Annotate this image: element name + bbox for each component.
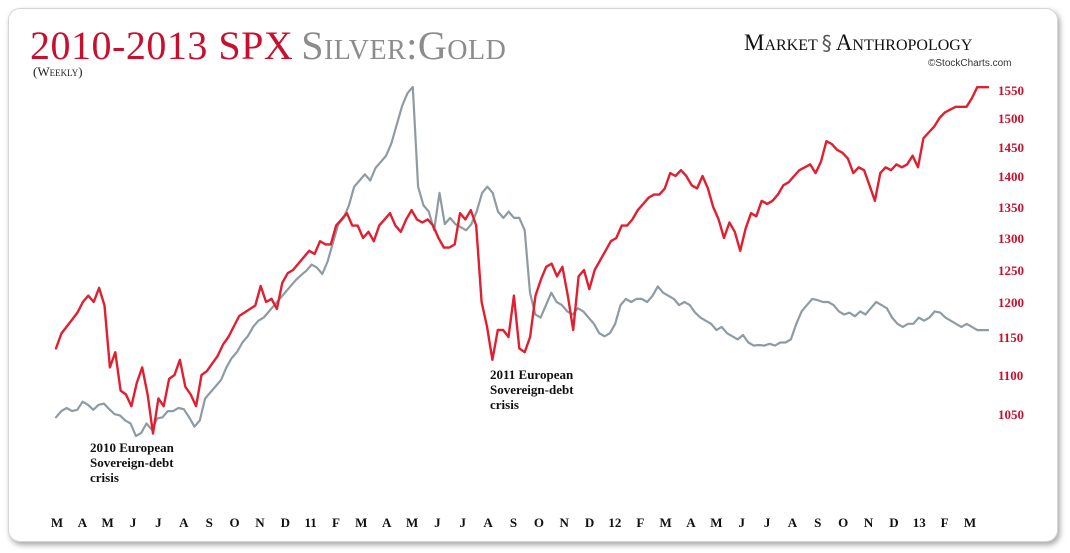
- brand-logo: Market § Anthropology: [744, 30, 972, 56]
- y-tick-label: 1450: [998, 140, 1024, 155]
- y-tick-label: 1100: [998, 368, 1023, 383]
- x-tick-label: M: [51, 515, 63, 530]
- x-tick-label: O: [838, 515, 848, 530]
- stockcharts-credit: ©StockCharts.com: [928, 58, 1012, 69]
- y-tick-label: 1550: [998, 83, 1024, 98]
- x-tick-label: F: [636, 515, 644, 530]
- annotation-text: Sovereign-debt: [90, 455, 174, 470]
- y-tick-label: 1350: [998, 200, 1024, 215]
- x-tick-label: N: [864, 515, 874, 530]
- dna-icon: §: [821, 31, 832, 55]
- x-tick-label: D: [585, 515, 594, 530]
- y-tick-label: 1400: [998, 169, 1024, 184]
- x-tick-label: J: [739, 515, 746, 530]
- spx-line: [54, 85, 990, 435]
- y-tick-label: 1050: [998, 407, 1024, 422]
- y-tick-label: 1250: [998, 263, 1024, 278]
- y-tick-label: 1200: [998, 295, 1024, 310]
- x-tick-label: O: [534, 515, 544, 530]
- brand-left: Market: [744, 30, 818, 55]
- x-tick-label: J: [434, 515, 441, 530]
- x-tick-label: A: [78, 515, 88, 530]
- x-tick-label: A: [382, 515, 392, 530]
- x-tick-label: M: [964, 515, 976, 530]
- y-tick-label: 1300: [998, 231, 1024, 246]
- annotation-text: crisis: [490, 397, 519, 412]
- x-tick-label: A: [788, 515, 798, 530]
- x-tick-label: A: [686, 515, 696, 530]
- annotation-text: 2011 European: [490, 367, 574, 382]
- x-tick-label: S: [814, 515, 821, 530]
- x-tick-label: M: [406, 515, 418, 530]
- brand-right: Anthropology: [835, 30, 973, 55]
- x-tick-label: 11: [304, 515, 316, 530]
- x-tick-label: A: [179, 515, 189, 530]
- chart-frame: [8, 8, 1058, 542]
- x-tick-label: S: [510, 515, 517, 530]
- x-tick-label: 13: [913, 515, 927, 530]
- x-tick-label: F: [332, 515, 340, 530]
- x-tick-label: N: [255, 515, 265, 530]
- x-tick-label: S: [206, 515, 213, 530]
- annotation-text: crisis: [90, 470, 119, 485]
- chart-title: 2010-2013 SPX Silver:Gold: [30, 22, 506, 69]
- x-tick-label: M: [102, 515, 114, 530]
- annotation-text: 2010 European: [90, 440, 175, 455]
- x-tick-label: O: [229, 515, 239, 530]
- x-tick-label: M: [660, 515, 672, 530]
- x-tick-label: J: [155, 515, 162, 530]
- x-tick-label: F: [941, 515, 949, 530]
- x-tick-label: J: [460, 515, 467, 530]
- x-tick-label: A: [483, 515, 493, 530]
- x-tick-label: M: [710, 515, 722, 530]
- y-tick-label: 1150: [998, 330, 1023, 345]
- title-spx: 2010-2013 SPX: [30, 23, 294, 68]
- x-tick-label: D: [281, 515, 290, 530]
- x-tick-label: J: [764, 515, 771, 530]
- y-tick-label: 1500: [998, 111, 1024, 126]
- annotation-text: Sovereign-debt: [490, 382, 574, 397]
- x-tick-label: M: [355, 515, 367, 530]
- x-tick-label: J: [130, 515, 137, 530]
- silver-gold-line: [54, 85, 990, 438]
- title-silver-gold: Silver:Gold: [301, 23, 507, 68]
- chart-subtitle: (Weekly): [33, 64, 83, 79]
- x-tick-label: D: [889, 515, 898, 530]
- x-tick-label: 12: [608, 515, 621, 530]
- x-tick-label: N: [560, 515, 570, 530]
